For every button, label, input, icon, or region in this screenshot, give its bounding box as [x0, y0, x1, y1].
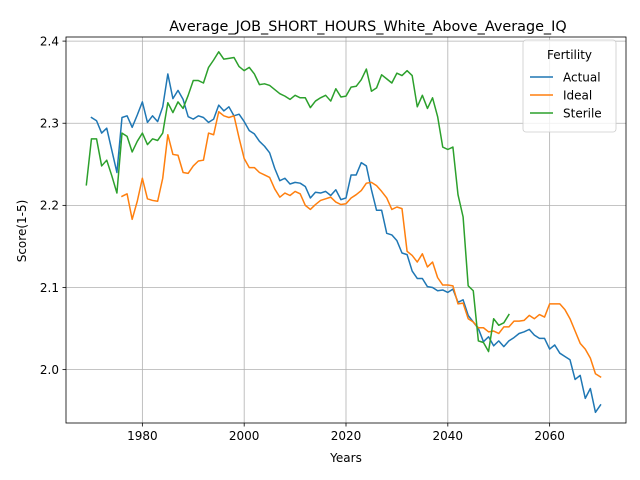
series-line-ideal — [120, 110, 602, 379]
y-tick-label: 2.4 — [40, 34, 59, 48]
legend-box — [522, 39, 617, 133]
x-tick-label: 2060 — [534, 429, 565, 443]
legend-label-sterile: Sterile — [563, 106, 602, 120]
x-tick-label: 1980 — [127, 429, 158, 443]
x-tick-label: 2020 — [331, 429, 362, 443]
x-axis: 1980 2000 2020 2040 2060 — [127, 423, 565, 443]
x-axis-label: Years — [329, 451, 362, 465]
legend-items: Actual Ideal Sterile — [530, 70, 602, 120]
x-tick-label: 2000 — [229, 429, 260, 443]
y-tick-label: 2.2 — [40, 199, 59, 213]
x-tick-label: 2040 — [433, 429, 464, 443]
legend-label-actual: Actual — [563, 70, 601, 84]
legend-label-ideal: Ideal — [563, 88, 592, 102]
y-tick-label: 2.3 — [40, 117, 59, 131]
legend-title: Fertility — [547, 48, 592, 62]
chart-title: Average_JOB_SHORT_HOURS_White_Above_Aver… — [169, 19, 566, 35]
y-axis-label: Score(1-5) — [15, 200, 29, 263]
y-axis: 2.0 2.1 2.2 2.3 2.4 — [40, 34, 66, 377]
y-tick-label: 2.1 — [40, 281, 59, 295]
series-line-sterile — [85, 51, 510, 353]
plot-lines — [85, 51, 602, 414]
series-line-actual — [90, 73, 602, 414]
legend: Fertility Actual Ideal Sterile — [522, 39, 617, 133]
y-tick-label: 2.0 — [40, 363, 59, 377]
